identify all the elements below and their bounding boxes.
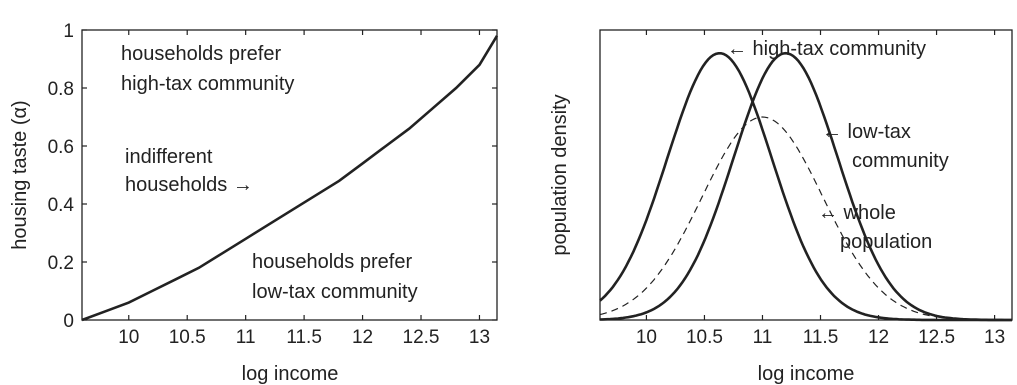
x-tick-label: 12.5 [918, 327, 955, 348]
y-tick-label: 0.8 [48, 79, 74, 100]
y-tick-label: 0.4 [48, 195, 75, 216]
x-tick-label: 13 [469, 327, 490, 348]
right-y-axis-label: population density [549, 94, 571, 255]
y-tick-label: 0.2 [48, 253, 74, 274]
label-low-tax-line1: ← low-tax [822, 121, 911, 143]
anno-high-tax-line1: households prefer [121, 43, 281, 65]
label-low-tax-line2: community [852, 150, 949, 172]
x-tick-label: 10.5 [169, 327, 206, 348]
label-whole-line2: population [840, 231, 932, 253]
whole-population-curve [599, 116, 1012, 321]
anno-indifferent-line2: households → [125, 174, 253, 196]
x-tick-label: 13 [984, 327, 1005, 348]
left-y-axis-label: housing taste (α) [9, 100, 31, 249]
right-plot-frame [599, 29, 1013, 321]
alpha-curve [81, 35, 499, 322]
left-x-ticks: 10 10.5 11 11.5 12 12.5 13 [118, 30, 490, 348]
label-whole-line1: ← whole [818, 202, 896, 224]
right-x-ticks: 10 10.5 11 11.5 12 12.5 13 [636, 30, 1005, 348]
left-panel: 0 0.2 0.4 0.6 0.8 1 10 10.5 11 11.5 12 12.5 13 hous… [9, 21, 499, 385]
left-x-axis-label: log income [242, 363, 339, 385]
x-tick-label: 11.5 [803, 327, 839, 348]
x-tick-label: 11.5 [286, 327, 322, 348]
x-tick-label: 12 [352, 327, 373, 348]
right-panel: 10 10.5 11 11.5 12 12.5 13 ← high-tax communit… [549, 29, 1013, 385]
anno-low-tax-line1: households prefer [252, 251, 412, 273]
x-tick-label: 12.5 [403, 327, 440, 348]
low-tax-curve [599, 51, 1012, 322]
y-tick-label: 0.6 [48, 137, 74, 158]
high-tax-curve [599, 52, 1012, 322]
anno-indifferent-line1: indifferent [125, 146, 213, 168]
anno-low-tax-line2: low-tax community [252, 281, 418, 303]
anno-high-tax-line2: high-tax community [121, 73, 294, 95]
x-tick-label: 10 [118, 327, 139, 348]
x-tick-label: 12 [868, 327, 889, 348]
left-y-ticks: 0 0.2 0.4 0.6 0.8 1 [48, 21, 497, 332]
y-tick-label: 0 [63, 311, 74, 332]
x-tick-label: 10.5 [686, 327, 723, 348]
right-x-axis-label: log income [758, 363, 855, 385]
x-tick-label: 11 [236, 327, 256, 348]
left-plot-frame [81, 29, 498, 321]
x-tick-label: 11 [753, 327, 773, 348]
label-high-tax: ← high-tax community [727, 38, 926, 60]
x-tick-label: 10 [636, 327, 657, 348]
y-tick-label: 1 [63, 21, 74, 42]
